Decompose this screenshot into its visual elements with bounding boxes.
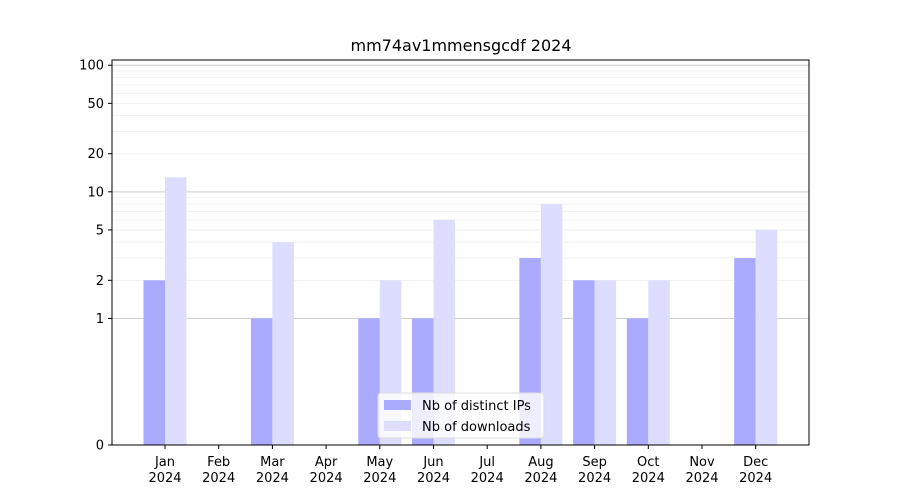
x-tick-label-month: Jan [154,455,175,470]
bar-distinct-ips [573,280,595,445]
bar-distinct-ips [626,318,649,445]
x-tick-label-year: 2024 [471,471,504,486]
x-tick-label-year: 2024 [578,471,611,486]
bar-distinct-ips [250,318,273,445]
bar-downloads [540,204,563,445]
y-tick-label: 100 [79,59,104,74]
legend: Nb of distinct IPs Nb of downloads [377,392,545,439]
x-tick-label-year: 2024 [739,471,772,486]
legend-swatch [384,400,411,410]
plot-frame [111,59,810,446]
bars [143,177,778,446]
x-tick-label-year: 2024 [202,471,235,486]
legend-box [377,392,545,439]
bar-distinct-ips [734,258,756,445]
legend-label: Nb of distinct IPs [422,399,531,414]
x-tick-label-month: Jul [478,455,495,470]
chart-title: mm74av1mmensgcdf 2024 [350,36,571,55]
x-tick-label-month: May [366,455,393,470]
x-axis: Jan2024Feb2024Mar2024Apr2024May2024Jun20… [148,445,772,486]
y-axis: 0 1 2 5 10 20 50 100 [79,59,112,454]
x-tick-label-year: 2024 [148,471,181,486]
x-tick-label-month: Mar [260,455,285,470]
bar-distinct-ips [358,318,380,445]
x-tick-label-month: Aug [528,455,553,470]
y-tick-label: 1 [96,312,104,327]
y-tick-label: 10 [87,185,104,200]
x-tick-label-month: Jun [422,455,443,470]
x-tick-label-year: 2024 [363,471,396,486]
x-tick-label-year: 2024 [524,471,557,486]
x-tick-label-year: 2024 [256,471,289,486]
x-tick-label-month: Apr [315,455,338,470]
x-tick-label-month: Nov [689,455,715,470]
x-tick-label-year: 2024 [632,471,665,486]
bar-downloads [272,242,294,445]
x-tick-label-month: Oct [637,455,659,470]
bar-downloads [755,229,778,445]
legend-label: Nb of downloads [422,420,531,435]
x-tick-label-month: Feb [207,455,230,470]
grid-lines [112,64,809,319]
y-tick-label: 5 [96,223,104,238]
bar-downloads [594,280,617,445]
bar-downloads [433,219,455,445]
x-tick-label-month: Sep [582,455,607,470]
y-tick-label: 20 [87,147,104,162]
x-tick-label-year: 2024 [310,471,343,486]
x-tick-label-month: Dec [743,455,768,470]
bar-downloads [165,177,187,446]
y-tick-label: 0 [96,439,104,454]
legend-swatch [384,421,411,431]
y-tick-label: 2 [96,274,104,289]
bar-distinct-ips [143,280,165,445]
x-tick-label-year: 2024 [685,471,718,486]
x-tick-label-year: 2024 [417,471,450,486]
y-tick-label: 50 [87,97,104,112]
bar-downloads [648,280,670,445]
